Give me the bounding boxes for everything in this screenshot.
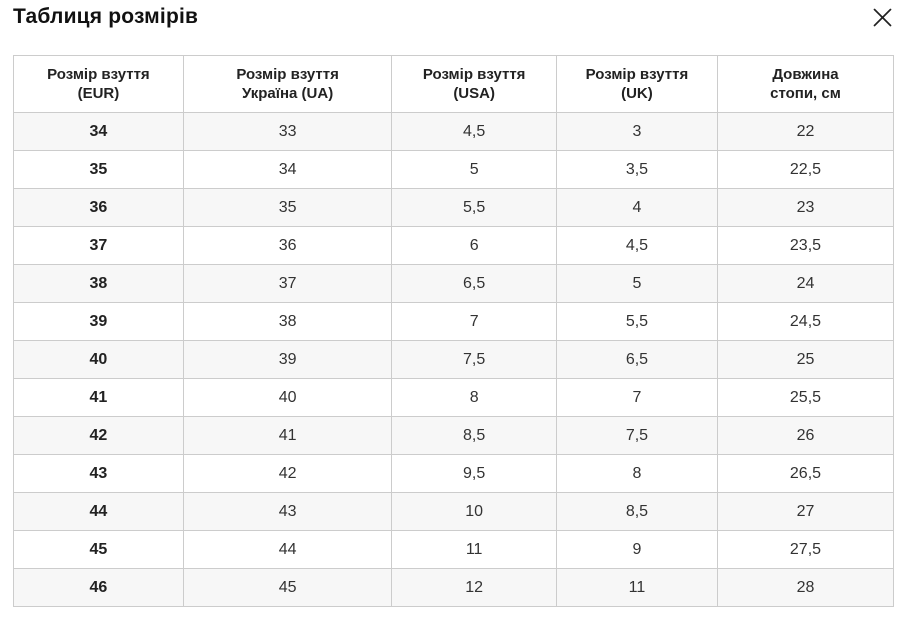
cell-foot-length-cm: 28 [716, 568, 895, 607]
column-header-eur: Розмір взуття (EUR) [13, 55, 184, 113]
cell-foot-length-cm: 26,5 [716, 454, 895, 493]
cell-eur: 44 [13, 492, 184, 531]
cell-usa: 7 [391, 302, 557, 341]
cell-ua: 45 [182, 568, 393, 607]
cell-eur: 45 [13, 530, 184, 569]
page-title: Таблиця розмірів [13, 5, 199, 28]
table-row: 40 39 7,5 6,5 25 [13, 340, 895, 379]
cell-usa: 5,5 [391, 188, 557, 227]
cell-uk: 9 [555, 530, 718, 569]
cell-foot-length-cm: 27 [716, 492, 895, 531]
table-row: 39 38 7 5,5 24,5 [13, 302, 895, 341]
cell-foot-length-cm: 22,5 [716, 150, 895, 189]
cell-eur: 38 [13, 264, 184, 303]
cell-usa: 6 [391, 226, 557, 265]
cell-eur: 43 [13, 454, 184, 493]
cell-ua: 34 [182, 150, 393, 189]
cell-usa: 8 [391, 378, 557, 417]
table-row: 35 34 5 3,5 22,5 [13, 150, 895, 189]
cell-uk: 5 [555, 264, 718, 303]
cell-ua: 44 [182, 530, 393, 569]
cell-uk: 3 [555, 112, 718, 151]
cell-uk: 3,5 [555, 150, 718, 189]
table-row: 44 43 10 8,5 27 [13, 492, 895, 531]
cell-foot-length-cm: 22 [716, 112, 895, 151]
table-row: 37 36 6 4,5 23,5 [13, 226, 895, 265]
cell-ua: 39 [182, 340, 393, 379]
cell-foot-length-cm: 25,5 [716, 378, 895, 417]
cell-uk: 4,5 [555, 226, 718, 265]
table-row: 43 42 9,5 8 26,5 [13, 454, 895, 493]
cell-usa: 7,5 [391, 340, 557, 379]
cell-uk: 8,5 [555, 492, 718, 531]
cell-eur: 46 [13, 568, 184, 607]
cell-ua: 37 [182, 264, 393, 303]
cell-ua: 42 [182, 454, 393, 493]
cell-uk: 7 [555, 378, 718, 417]
cell-uk: 4 [555, 188, 718, 227]
size-table-body: 34 33 4,5 3 22 35 34 5 3,5 22,5 36 35 5,5 4 23 37 36 6 4,5… [13, 112, 895, 607]
cell-eur: 42 [13, 416, 184, 455]
modal-header: Таблиця розмірів [0, 0, 908, 31]
cell-usa: 6,5 [391, 264, 557, 303]
close-icon [871, 6, 894, 29]
cell-eur: 35 [13, 150, 184, 189]
cell-uk: 11 [555, 568, 718, 607]
cell-eur: 40 [13, 340, 184, 379]
cell-foot-length-cm: 23 [716, 188, 895, 227]
size-table: Розмір взуття (EUR) Розмір взуття Україн… [13, 55, 895, 607]
table-row: 46 45 12 11 28 [13, 568, 895, 607]
cell-foot-length-cm: 26 [716, 416, 895, 455]
column-header-usa: Розмір взуття (USA) [391, 55, 557, 113]
cell-usa: 11 [391, 530, 557, 569]
cell-usa: 8,5 [391, 416, 557, 455]
close-button[interactable] [869, 4, 896, 31]
cell-uk: 7,5 [555, 416, 718, 455]
cell-foot-length-cm: 24,5 [716, 302, 895, 341]
cell-uk: 6,5 [555, 340, 718, 379]
cell-usa: 12 [391, 568, 557, 607]
cell-foot-length-cm: 27,5 [716, 530, 895, 569]
table-row: 38 37 6,5 5 24 [13, 264, 895, 303]
cell-ua: 36 [182, 226, 393, 265]
cell-eur: 36 [13, 188, 184, 227]
size-table-header: Розмір взуття (EUR) Розмір взуття Україн… [13, 55, 895, 113]
cell-eur: 39 [13, 302, 184, 341]
cell-ua: 43 [182, 492, 393, 531]
cell-ua: 40 [182, 378, 393, 417]
cell-eur: 37 [13, 226, 184, 265]
cell-usa: 10 [391, 492, 557, 531]
cell-foot-length-cm: 25 [716, 340, 895, 379]
cell-usa: 5 [391, 150, 557, 189]
cell-ua: 35 [182, 188, 393, 227]
header-row: Розмір взуття (EUR) Розмір взуття Україн… [13, 55, 895, 113]
column-header-uk: Розмір взуття (UK) [555, 55, 718, 113]
column-header-ua: Розмір взуття Україна (UA) [182, 55, 393, 113]
cell-foot-length-cm: 24 [716, 264, 895, 303]
column-header-foot-length: Довжина стопи, см [716, 55, 895, 113]
cell-uk: 8 [555, 454, 718, 493]
cell-eur: 41 [13, 378, 184, 417]
cell-usa: 4,5 [391, 112, 557, 151]
cell-ua: 38 [182, 302, 393, 341]
table-row: 41 40 8 7 25,5 [13, 378, 895, 417]
table-row: 42 41 8,5 7,5 26 [13, 416, 895, 455]
cell-ua: 41 [182, 416, 393, 455]
cell-ua: 33 [182, 112, 393, 151]
table-row: 36 35 5,5 4 23 [13, 188, 895, 227]
table-row: 45 44 11 9 27,5 [13, 530, 895, 569]
cell-foot-length-cm: 23,5 [716, 226, 895, 265]
table-row: 34 33 4,5 3 22 [13, 112, 895, 151]
cell-usa: 9,5 [391, 454, 557, 493]
cell-eur: 34 [13, 112, 184, 151]
cell-uk: 5,5 [555, 302, 718, 341]
